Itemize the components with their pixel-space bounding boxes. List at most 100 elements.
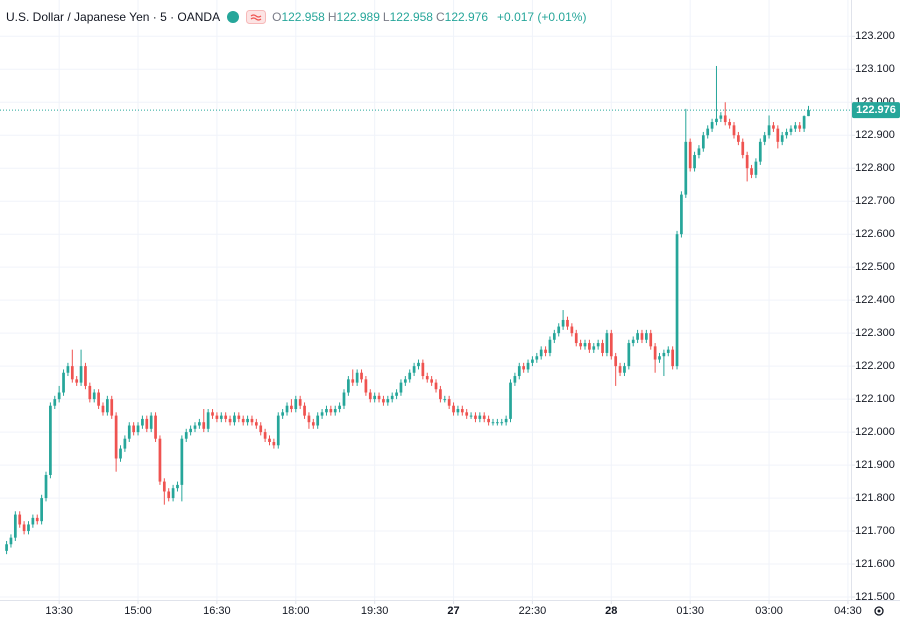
ohlc-key: H — [327, 10, 337, 24]
candle-body — [772, 125, 775, 129]
settings-icon[interactable] — [874, 606, 884, 616]
candle-body — [482, 415, 486, 419]
candle-body — [478, 415, 482, 419]
x-tick-label: 19:30 — [361, 605, 389, 617]
candle-body — [49, 405, 52, 475]
candle-body — [377, 395, 381, 400]
candle-body — [333, 409, 337, 413]
y-tick-label: 122.800 — [855, 162, 895, 174]
candle-body — [557, 326, 561, 334]
candle-body — [202, 422, 206, 429]
candle-body — [141, 418, 144, 426]
candle-body — [658, 356, 661, 360]
symbol: U.S. Dollar / Japanese Yen · 5 · OANDA — [6, 10, 221, 24]
candle-body — [750, 168, 753, 175]
candle-body — [237, 415, 241, 419]
ohlc-value: 122.989 — [336, 10, 380, 24]
candle-body — [517, 366, 521, 377]
candle-body — [224, 415, 228, 419]
candle-body — [539, 349, 543, 357]
candle-body — [176, 484, 179, 489]
x-tick-label: 27 — [447, 605, 459, 617]
y-tick-label: 122.700 — [855, 195, 895, 207]
y-tick-label: 121.700 — [855, 525, 895, 537]
candle-body — [145, 418, 149, 429]
candle-body — [614, 356, 618, 367]
candle-body — [566, 319, 569, 327]
candle-body — [636, 333, 639, 340]
y-tick-label: 121.500 — [855, 591, 895, 603]
candle-body — [158, 438, 162, 482]
candle-body — [101, 405, 105, 413]
candle-body — [211, 412, 214, 416]
candle-body — [561, 319, 565, 327]
candle-body — [618, 366, 622, 373]
candle-body — [325, 409, 328, 413]
ohlc-value: 122.958 — [281, 10, 325, 24]
last-price-box — [852, 102, 900, 119]
candle-body — [776, 128, 780, 142]
change: +0.017 (+0.01%) — [497, 10, 587, 24]
candle-body — [57, 392, 61, 400]
candle-body — [430, 379, 433, 383]
candle-body — [513, 376, 517, 383]
candle-body — [307, 415, 311, 423]
candle-body — [92, 392, 96, 400]
y-tick-label: 122.200 — [855, 360, 895, 372]
grid — [0, 0, 851, 600]
candle-body — [294, 399, 298, 410]
candle-body — [198, 422, 201, 426]
candle-body — [737, 135, 740, 142]
candle-body — [465, 412, 469, 416]
y-tick-label: 121.900 — [855, 459, 895, 471]
candle-body — [531, 359, 534, 363]
candle-body — [180, 438, 184, 485]
candle-body — [386, 399, 390, 403]
candle-body — [184, 432, 188, 439]
candle-body — [741, 141, 745, 156]
candle-body — [276, 415, 280, 446]
candle-body — [574, 333, 578, 344]
candle-body — [666, 349, 670, 353]
x-tick-label: 03:00 — [755, 605, 783, 617]
candle-body — [35, 517, 39, 522]
candle-body — [500, 422, 504, 424]
candle-body — [592, 346, 596, 350]
candle-body — [193, 425, 197, 429]
candle-body — [504, 418, 508, 423]
candle-body — [171, 488, 175, 499]
candle-body — [53, 399, 57, 406]
gear-center — [877, 609, 881, 613]
candle-body — [425, 376, 429, 380]
y-tick-label: 121.800 — [855, 492, 895, 504]
ohlc-key: O — [272, 10, 282, 24]
candle-body — [162, 481, 166, 492]
axes: 121.500 121.600 121.700 121.800 121.900 122.0… — [45, 30, 900, 617]
candle-body — [789, 128, 793, 132]
candle-body — [496, 422, 499, 424]
candle-body — [31, 517, 35, 525]
gear[interactable] — [874, 606, 884, 616]
candle-body — [382, 399, 385, 403]
candle-body — [605, 333, 609, 353]
candle-body — [697, 148, 701, 156]
candle-body — [623, 366, 626, 373]
candle-body — [241, 418, 245, 423]
x-tick-label: 22:30 — [519, 605, 547, 617]
candle-body — [719, 115, 723, 119]
candle-body — [106, 399, 109, 413]
status-icon — [227, 11, 240, 23]
candle-body — [97, 392, 100, 406]
candle-body — [544, 349, 547, 353]
y-tick-label: 121.600 — [855, 558, 895, 570]
candle-body — [745, 155, 749, 169]
ohlc-key: L — [382, 10, 390, 24]
session-icon — [246, 10, 267, 24]
x-tick-label: 04:30 — [834, 605, 862, 617]
candle-body — [368, 392, 372, 400]
candle-body — [40, 498, 43, 522]
candle-body — [123, 438, 127, 449]
candle-body — [316, 415, 320, 426]
candle-body — [219, 415, 223, 419]
